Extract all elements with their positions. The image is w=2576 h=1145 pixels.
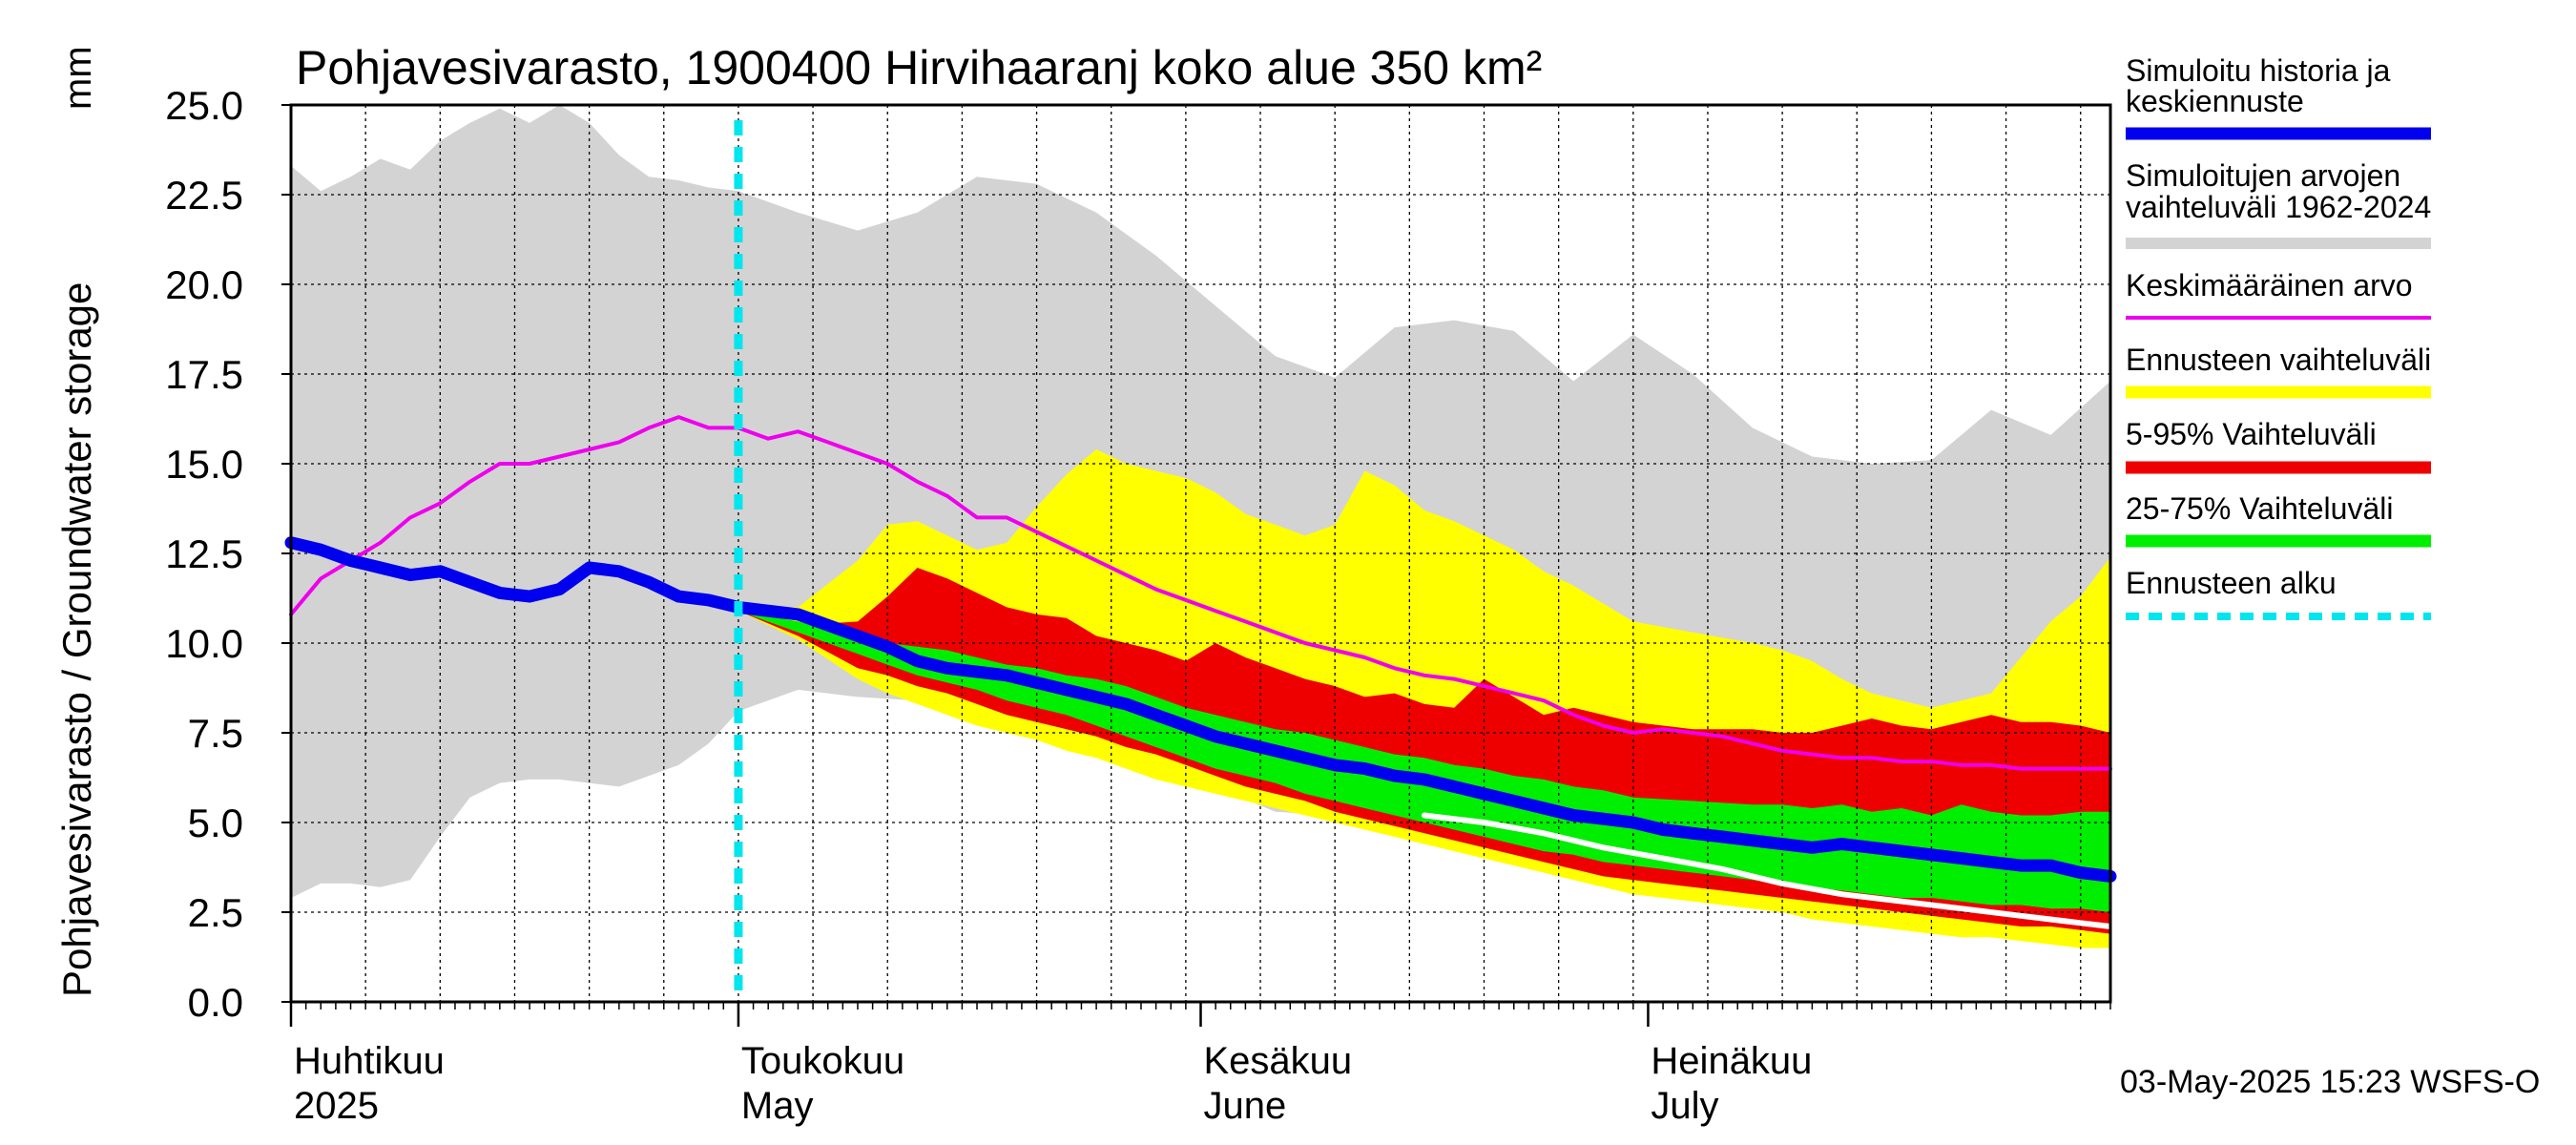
- plot-area: [284, 103, 2117, 1027]
- footer-timestamp: 03-May-2025 15:23 WSFS-O: [2120, 1064, 2540, 1100]
- x-month-label-fi: Toukokuu: [741, 1040, 904, 1082]
- x-month-label-en: July: [1651, 1085, 1718, 1127]
- median-forecast-line: [284, 536, 2117, 883]
- x-month-label-en: 2025: [294, 1085, 379, 1127]
- legend-label: Keskimääräinen arvo: [2126, 268, 2413, 302]
- y-tick-label: 10.0: [165, 621, 243, 666]
- y-axis-label: Pohjavesivarasto / Groundwater storage: [54, 282, 99, 997]
- legend-label: 25-75% Vaihteluväli: [2126, 491, 2393, 526]
- chart-title: Pohjavesivarasto, 1900400 Hirvihaaranj k…: [296, 41, 1542, 94]
- y-tick-label: 22.5: [165, 173, 243, 218]
- legend-label: Simuloitujen arvojen: [2126, 158, 2400, 193]
- legend-label: vaihteluväli 1962-2024: [2126, 190, 2431, 224]
- x-month-label-fi: Heinäkuu: [1651, 1040, 1812, 1082]
- x-month-label-fi: Kesäkuu: [1204, 1040, 1353, 1082]
- y-tick-labels: 0.0 2.5 5.0 7.5 10.0 12.5 15.0 17.5 20.0 22.5 25.0: [165, 83, 291, 1025]
- white-trace-line: [1422, 812, 2113, 929]
- y-tick-label: 0.0: [188, 980, 243, 1025]
- y-tick-label: 2.5: [188, 890, 243, 935]
- legend-label: keskiennuste: [2126, 84, 2304, 118]
- y-tick-label: 20.0: [165, 262, 243, 307]
- x-month-label-fi: Huhtikuu: [294, 1040, 445, 1082]
- legend-label: 5-95% Vaihteluväli: [2126, 417, 2377, 451]
- y-tick-label: 7.5: [188, 711, 243, 756]
- unit-label: mm: [57, 46, 99, 110]
- y-tick-label: 12.5: [165, 531, 243, 576]
- y-tick-label: 17.5: [165, 352, 243, 397]
- y-tick-label: 25.0: [165, 83, 243, 128]
- y-tick-label: 5.0: [188, 801, 243, 845]
- mean-value-line: [289, 415, 2112, 771]
- y-tick-label: 15.0: [165, 442, 243, 487]
- legend-label: Ennusteen vaihteluväli: [2126, 343, 2431, 377]
- x-month-label-en: June: [1204, 1085, 1287, 1127]
- x-month-label-en: May: [741, 1085, 814, 1127]
- legend-label: Ennusteen alku: [2126, 566, 2337, 600]
- legend-label: Simuloitu historia ja: [2126, 53, 2391, 88]
